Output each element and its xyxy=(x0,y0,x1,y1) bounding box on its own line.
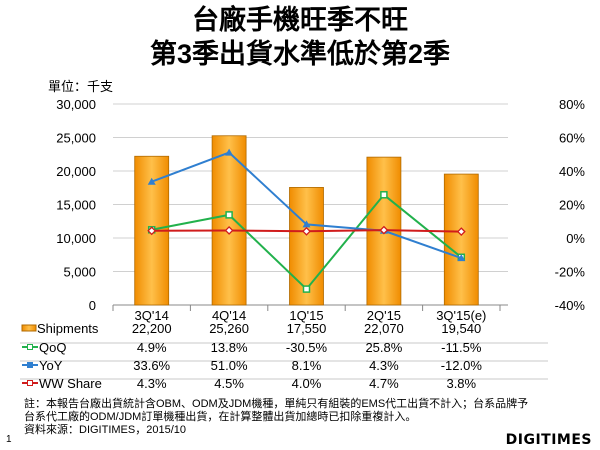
legend-key-marker xyxy=(27,380,33,386)
table-value: 33.6% xyxy=(133,358,170,373)
table-value: 4.5% xyxy=(214,376,244,391)
title-line-2: 第3季出貨水準低於第2季 xyxy=(149,39,451,69)
table-value: 4.7% xyxy=(369,376,399,391)
digitimes-logo: DIGITIMES xyxy=(505,432,592,448)
table-value: 19,540 xyxy=(441,321,481,336)
legend-label-shipments: Shipments xyxy=(37,321,99,336)
note-line-2: 台系代工廠的ODM/JDM訂單機種出貨，在計算整體出貨加總時已扣除重複計入。 xyxy=(24,411,417,423)
marker-yoy xyxy=(302,220,311,228)
marker-ww-share xyxy=(302,226,311,236)
left-axis-tick: 15,000 xyxy=(56,198,96,213)
left-axis-tick: 0 xyxy=(89,298,96,313)
category-label: 1Q'15 xyxy=(289,308,323,323)
left-axis-tick: 10,000 xyxy=(56,231,96,246)
right-axis-tick: -20% xyxy=(555,265,586,280)
marker-ww-share xyxy=(379,225,389,235)
marker-yoy xyxy=(225,148,234,156)
table-value: -11.5% xyxy=(441,340,482,355)
left-axis-tick: 5,000 xyxy=(63,265,96,280)
left-axis-tick: 30,000 xyxy=(56,97,96,112)
right-axis-tick: 60% xyxy=(559,131,585,146)
title-line-1: 台廠手機旺季不旺 xyxy=(192,5,408,35)
right-axis-tick: 40% xyxy=(559,164,585,179)
bar-shipments xyxy=(211,135,247,306)
right-axis-tick: -40% xyxy=(555,298,586,313)
table-value: 4.0% xyxy=(292,376,322,391)
legend-label-qoq: QoQ xyxy=(39,340,66,355)
right-axis-tick: 20% xyxy=(559,198,585,213)
footnote: 註：本報告台廠出貨統計含OBM、ODM及JDM機種，單純只有組裝的EMS代工出貨… xyxy=(24,398,584,437)
legend-key-marker xyxy=(27,362,33,368)
table-value: -12.0% xyxy=(441,358,483,373)
table-value: 8.1% xyxy=(292,358,322,373)
table-value: 17,550 xyxy=(287,321,327,336)
category-label: 3Q'15(e) xyxy=(436,308,486,323)
category-label: 2Q'15 xyxy=(367,308,401,323)
marker-ww-share xyxy=(456,227,466,237)
marker-qoq xyxy=(380,191,388,199)
legend-label-yoy: YoY xyxy=(39,358,63,373)
marker-qoq xyxy=(225,211,233,219)
table-value: 4.3% xyxy=(137,376,167,391)
legend-key-marker xyxy=(27,344,33,350)
note-line-1: 註：本報告台廠出貨統計含OBM、ODM及JDM機種，單純只有組裝的EMS代工出貨… xyxy=(24,398,529,410)
table-value: 25.8% xyxy=(365,340,402,355)
left-axis-tick: 25,000 xyxy=(56,131,96,146)
category-label: 4Q'14 xyxy=(212,308,246,323)
marker-yoy xyxy=(147,177,156,185)
table-value: 51.0% xyxy=(211,358,248,373)
left-axis-tick: 20,000 xyxy=(56,164,96,179)
legend-key-shipments xyxy=(21,324,37,332)
table-value: 22,070 xyxy=(364,321,404,336)
legend-label-ww-share: WW Share xyxy=(39,376,102,391)
marker-ww-share xyxy=(224,226,234,235)
source: 資料來源：DIGITIMES，2015/10 xyxy=(24,424,186,436)
marker-ww-share xyxy=(147,226,157,236)
table-value: -30.5% xyxy=(286,340,328,355)
category-label: 3Q'14 xyxy=(135,308,169,323)
page-number: 1 xyxy=(6,434,12,445)
right-axis-tick: 0% xyxy=(566,231,585,246)
table-value: 22,200 xyxy=(132,321,172,336)
unit-label: 單位：千支 xyxy=(48,79,114,94)
marker-yoy xyxy=(457,254,466,262)
table-value: 4.3% xyxy=(369,358,399,373)
table-value: 13.8% xyxy=(211,340,248,355)
table-value: 3.8% xyxy=(446,376,476,391)
marker-qoq xyxy=(302,285,311,293)
bar-shipments xyxy=(443,173,479,306)
right-axis-tick: 80% xyxy=(559,97,585,112)
table-value: 25,260 xyxy=(209,321,249,336)
table-value: 4.9% xyxy=(137,340,167,355)
